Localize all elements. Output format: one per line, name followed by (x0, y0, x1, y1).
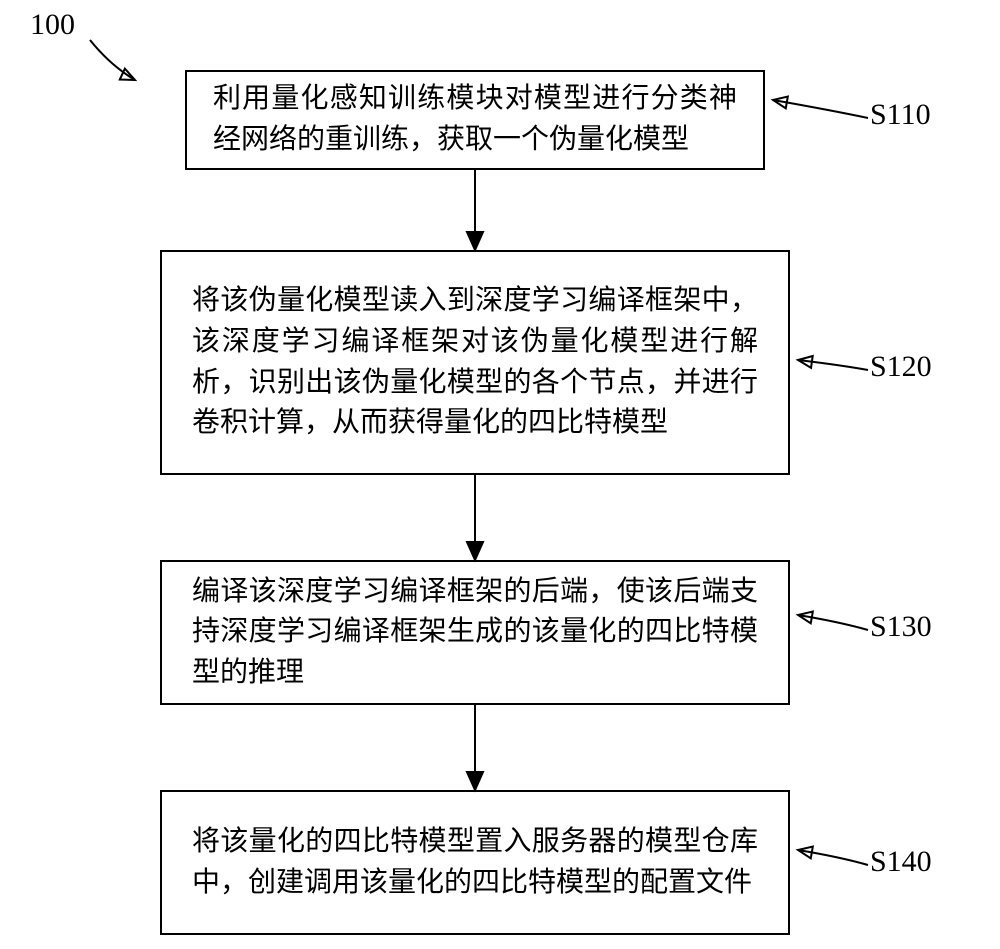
step-label-s140: S140 (870, 845, 932, 879)
step-label-s130: S130 (870, 610, 932, 644)
step-box-s140: 将该量化的四比特模型置入服务器的模型仓库中，创建调用该量化的四比特模型的配置文件 (160, 790, 790, 935)
flowchart-canvas: 100 利用量化感知训练模块对模型进行分类神经网络的重训练，获取一个伪量化模型 … (0, 0, 1000, 949)
step-box-s130: 编译该深度学习编译框架的后端，使该后端支持深度学习编译框架生成的该量化的四比特模… (160, 560, 790, 705)
step-box-s110: 利用量化感知训练模块对模型进行分类神经网络的重训练，获取一个伪量化模型 (185, 70, 765, 170)
step-text: 利用量化感知训练模块对模型进行分类神经网络的重训练，获取一个伪量化模型 (213, 79, 737, 160)
step-label-s110: S110 (870, 98, 931, 132)
step-text: 将该伪量化模型读入到深度学习编译框架中，该深度学习编译框架对该伪量化模型进行解析… (192, 281, 758, 443)
step-text: 编译该深度学习编译框架的后端，使该后端支持深度学习编译框架生成的该量化的四比特模… (192, 572, 758, 694)
step-box-s120: 将该伪量化模型读入到深度学习编译框架中，该深度学习编译框架对该伪量化模型进行解析… (160, 250, 790, 475)
figure-number-label: 100 (30, 8, 75, 42)
step-text: 将该量化的四比特模型置入服务器的模型仓库中，创建调用该量化的四比特模型的配置文件 (192, 822, 758, 903)
step-label-s120: S120 (870, 350, 932, 384)
